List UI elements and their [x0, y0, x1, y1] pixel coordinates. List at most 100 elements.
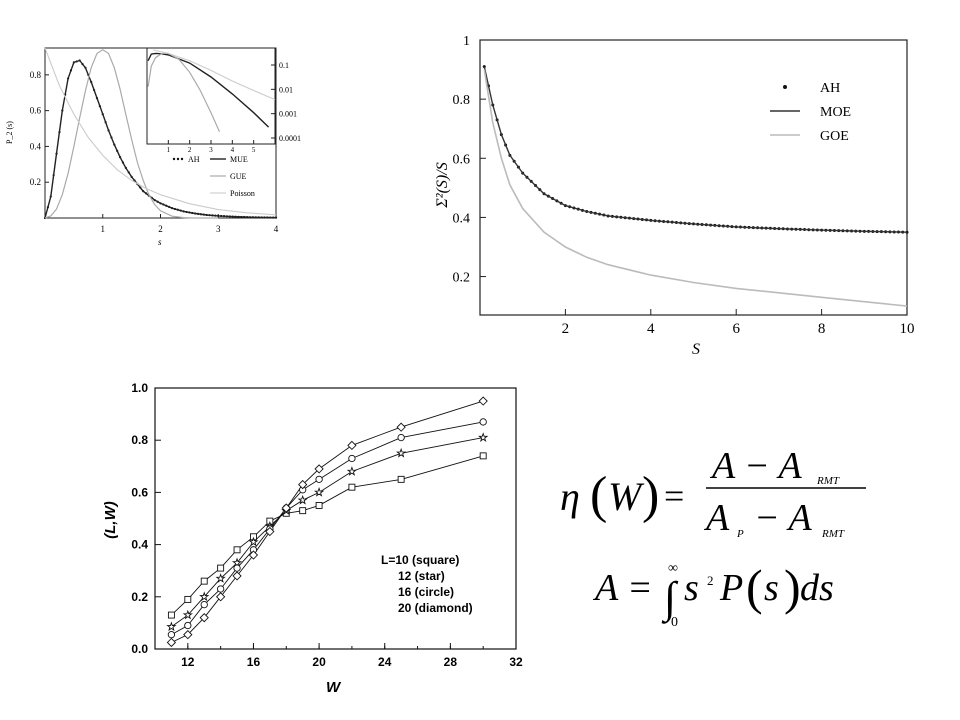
- p3-ytick-label: 0.0: [131, 642, 148, 656]
- p2-xtick-label: 10: [900, 321, 915, 337]
- p3-diamond-marker: [166, 637, 177, 648]
- p1-ytick-label: 0.6: [30, 106, 42, 116]
- p1-inset-xtick-label: 2: [188, 146, 192, 154]
- formula-den-sub-rmt: RMT: [821, 528, 845, 540]
- p3-circle-marker: [479, 418, 487, 426]
- p2-ylabel: Σ²(S)/S: [434, 162, 451, 208]
- p3-diamond-marker: [314, 464, 324, 474]
- formula-integral: ∫: [661, 573, 679, 624]
- p3-circle-marker: [184, 621, 192, 630]
- p3-star-marker: [199, 591, 210, 602]
- p3-diamond-marker: [183, 630, 193, 640]
- p3-circle-marker: [348, 454, 356, 463]
- p3-square-marker: [348, 483, 356, 491]
- p2-xtick-label: 2: [562, 321, 570, 337]
- p3-ytick-label: 1.0: [131, 381, 148, 395]
- p1-inset-poisson: [153, 49, 276, 101]
- p2-legend: AH MOE GOE: [770, 81, 851, 144]
- p2-ytick-label: 0.6: [453, 152, 471, 167]
- p3-diamond-marker: [232, 571, 242, 581]
- p3-legend-1: 12 (star): [398, 569, 445, 583]
- formula-P: P: [719, 567, 743, 609]
- p3-xtick-label: 24: [378, 655, 392, 669]
- p3-square-marker: [315, 502, 323, 509]
- p1-legend-label: MUE: [230, 155, 248, 164]
- p1-inset-gue: [147, 52, 221, 133]
- p3-diamond-marker: [265, 526, 275, 537]
- p3-star-marker: [215, 573, 226, 583]
- formula-s-square: 2: [707, 573, 714, 588]
- formula-s: s: [684, 567, 699, 609]
- p1-inset-ytick-label: 0.1: [279, 61, 289, 70]
- formula-paren2-left: (: [746, 559, 763, 615]
- formula-block: η ( W ) = A − A RMT A P − A RMT A = ∫ ∞ …: [560, 445, 866, 630]
- p1-xtick-label: 1: [101, 224, 106, 234]
- p2-frame: [479, 39, 908, 316]
- formula-W: W: [608, 474, 645, 519]
- p1-ytick-label: 0.2: [30, 177, 41, 187]
- p3-square-marker: [167, 611, 175, 619]
- p1-inset-xtick-label: 1: [167, 146, 171, 154]
- p1-inset-ytick-label: 0.001: [279, 110, 297, 119]
- p3-star-marker: [346, 466, 358, 476]
- p3-legend: L=10 (square) 12 (star) 16 (circle) 20 (…: [381, 553, 473, 615]
- p2-ytick-label: 0.8: [453, 93, 471, 108]
- formula-s-inner: s: [764, 567, 779, 609]
- p3-square-marker: [184, 595, 192, 603]
- p3-diamond-marker: [478, 396, 488, 406]
- p3-square-marker: [397, 475, 405, 483]
- p1-legend-label: AH: [188, 155, 200, 164]
- p1-xtick-label: 3: [216, 224, 221, 234]
- p3-star-marker: [182, 609, 193, 620]
- p1-legend-marker: [176, 157, 180, 161]
- p2-legend-label: GOE: [820, 129, 849, 144]
- p1-series-poisson: [44, 47, 277, 216]
- spacing-distribution-panel: 1 2 3 4 0.2 0.4 0.6 0.8 P_2 (s) s 0.1 0.01 0.001 0…: [5, 47, 301, 247]
- p3-diamond-marker: [215, 592, 226, 602]
- p3-diamond-marker: [396, 422, 406, 432]
- p3-ytick-label: 0.2: [131, 590, 148, 604]
- p3-xtick-label: 32: [509, 655, 523, 669]
- p1-ytick-label: 0.4: [30, 141, 42, 151]
- p3-xtick-label: 12: [181, 655, 195, 669]
- p2-ytick-label: 0.2: [453, 271, 471, 286]
- p3-square-marker: [200, 577, 208, 585]
- p3-circle-marker: [216, 585, 225, 593]
- p3-circle-marker: [167, 630, 176, 639]
- p2-ah-point: [905, 230, 909, 234]
- p2-legend-label: MOE: [820, 105, 851, 120]
- formula-num-sub: RMT: [816, 475, 840, 487]
- p2-series-moe: [483, 66, 908, 233]
- p3-circle-marker: [200, 600, 208, 609]
- p1-legend-marker: [172, 157, 176, 161]
- p1-xtick-label: 4: [274, 224, 279, 234]
- p3-star-marker: [166, 621, 177, 632]
- p1-inset-ytick-label: 0.0001: [279, 134, 301, 143]
- p1-inset-xtick-label: 5: [252, 146, 256, 154]
- p1-inset-ytick-label: 0.01: [279, 85, 293, 94]
- p1-legend: AH MUE GUE Poisson: [172, 155, 255, 198]
- p3-xtick-label: 20: [312, 655, 326, 669]
- p3-ytick-label: 0.6: [131, 485, 148, 499]
- formula-paren-right: ): [642, 467, 659, 524]
- formula-den-sub-p: P: [736, 528, 744, 540]
- p3-ytick-label: 0.4: [131, 538, 148, 552]
- p1-ylabel: P_2 (s): [5, 121, 14, 144]
- p1-legend-marker: [180, 157, 184, 161]
- formula-ds: ds: [800, 567, 834, 609]
- formula-lower-limit: 0: [671, 615, 678, 630]
- p3-star-marker: [297, 494, 308, 505]
- p3-legend-0: L=10 (square): [381, 553, 459, 567]
- p3-square-marker: [299, 507, 307, 515]
- p3-diamond-marker: [199, 613, 209, 623]
- p2-ytick-label: 1: [463, 34, 470, 49]
- formula-paren-left: (: [590, 467, 607, 524]
- p1-inset-xtick-label: 3: [209, 146, 213, 154]
- formula-A-lhs: A =: [592, 567, 653, 609]
- p3-xtick-label: 28: [444, 655, 458, 669]
- p1-inset-xtick-label: 4: [231, 146, 235, 154]
- p1-series-mue: [44, 59, 277, 219]
- p3-diamond-marker: [298, 479, 308, 490]
- p3-diamond-marker: [347, 440, 357, 451]
